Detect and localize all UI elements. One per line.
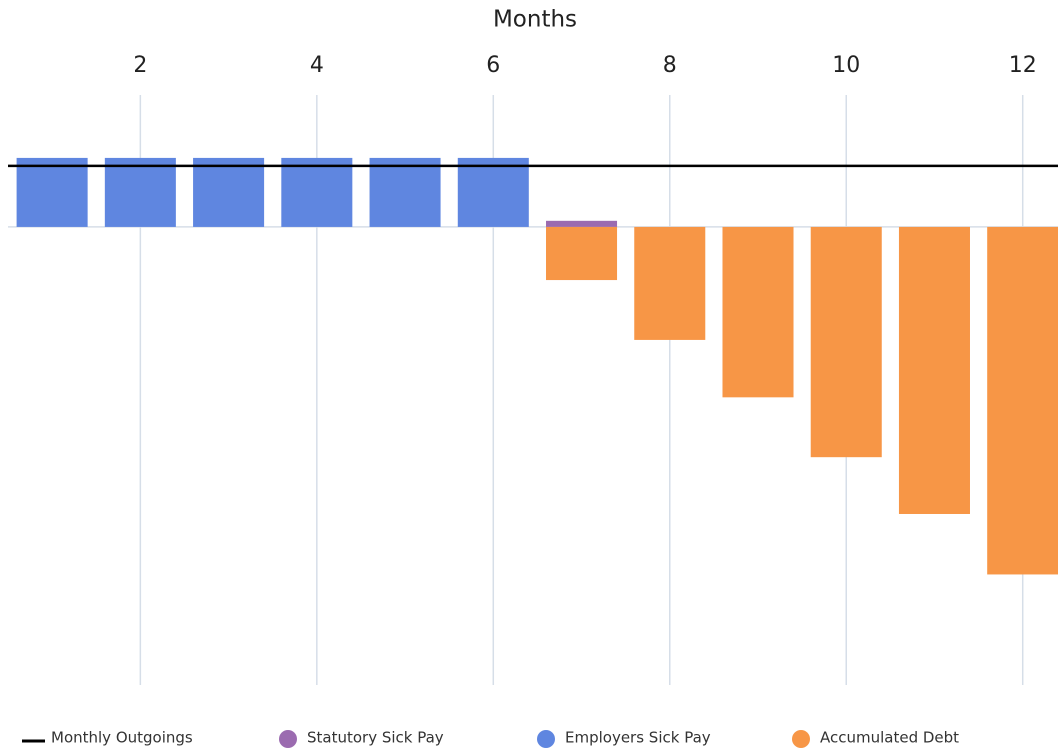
bar: [457, 157, 529, 227]
bar: [810, 226, 882, 458]
bar: [987, 226, 1058, 575]
x-tick-label: 4: [310, 53, 324, 78]
axis-title: Months: [493, 7, 577, 33]
bar: [546, 220, 618, 227]
x-tick-label: 8: [663, 53, 677, 78]
legend-marker: [537, 730, 555, 748]
bar: [722, 226, 794, 398]
bar: [193, 157, 265, 227]
legend-marker: [279, 730, 297, 748]
legend-label: Accumulated Debt: [820, 729, 959, 747]
legend-label: Monthly Outgoings: [51, 729, 193, 747]
legend-marker: [792, 730, 810, 748]
bar: [634, 226, 706, 340]
bar: [16, 157, 88, 227]
legend-label: Statutory Sick Pay: [307, 729, 444, 747]
x-tick-label: 2: [133, 53, 147, 78]
x-tick-label: 10: [832, 53, 860, 78]
bar: [281, 157, 353, 227]
bar: [369, 157, 441, 227]
bar: [898, 226, 970, 514]
legend-label: Employers Sick Pay: [565, 729, 711, 747]
x-tick-label: 6: [486, 53, 500, 78]
x-tick-label: 12: [1009, 53, 1037, 78]
bar: [546, 226, 618, 281]
bar: [104, 157, 176, 227]
